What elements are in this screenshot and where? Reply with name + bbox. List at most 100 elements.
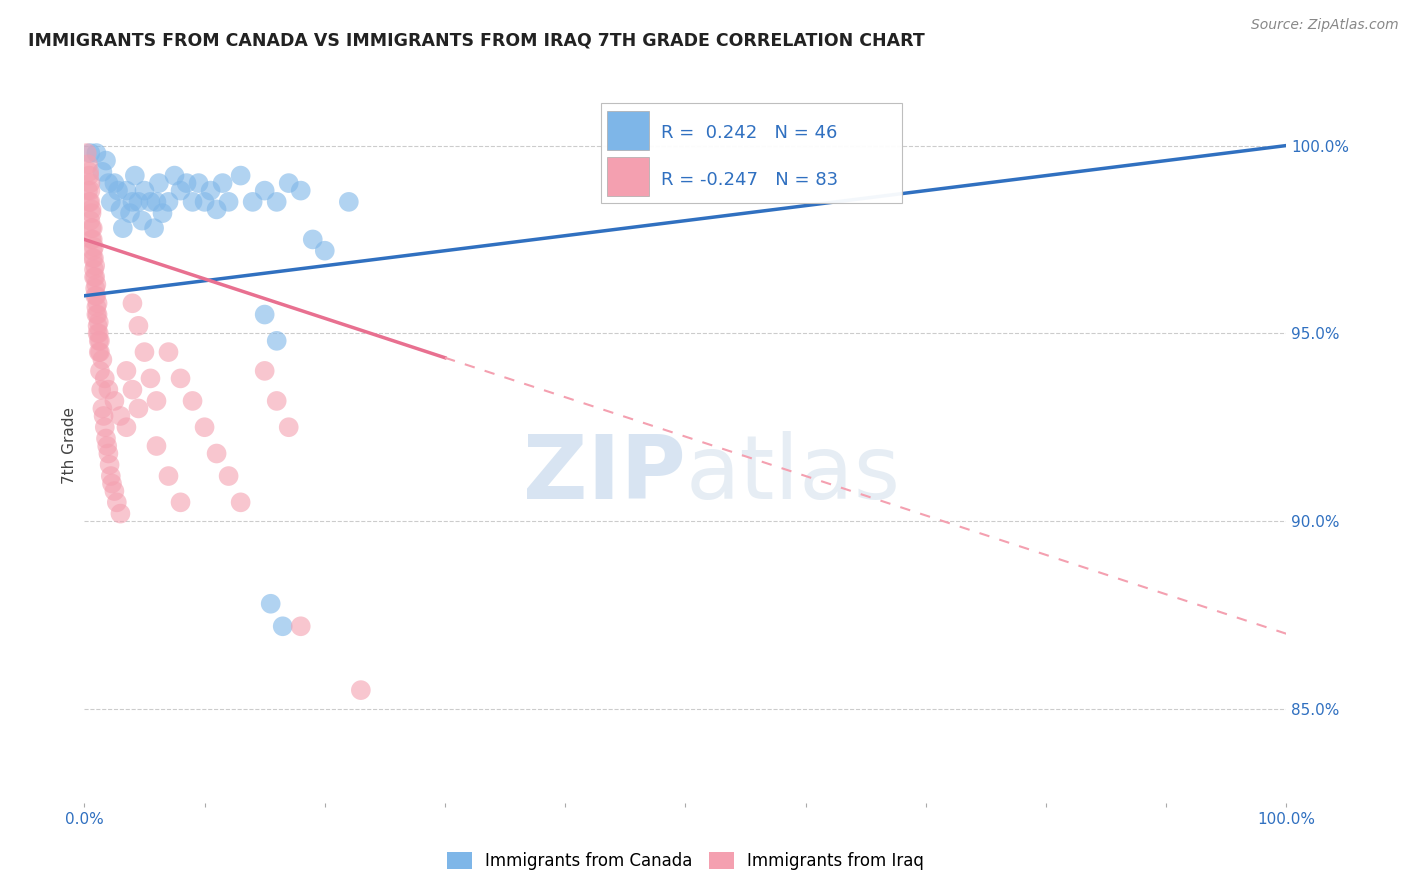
Point [77, 184, 100, 198]
Point [79, 194, 101, 209]
Point [87, 315, 110, 329]
Point [145, 393, 167, 408]
Point [97, 383, 120, 397]
Point [127, 318, 149, 333]
Text: atlas: atlas [686, 431, 901, 518]
Point [242, 194, 264, 209]
Point [84, 270, 107, 285]
Point [110, 507, 132, 521]
Point [77, 165, 100, 179]
Point [94, 371, 117, 385]
Point [253, 184, 276, 198]
Point [143, 221, 166, 235]
Text: Source: ZipAtlas.com: Source: ZipAtlas.com [1251, 18, 1399, 32]
Point [314, 244, 336, 258]
Point [145, 194, 167, 209]
Point [79, 184, 101, 198]
Point [96, 439, 118, 453]
Point [79, 176, 101, 190]
FancyBboxPatch shape [607, 157, 650, 196]
Point [94, 420, 117, 434]
Point [205, 446, 228, 460]
Point [87, 345, 110, 359]
Point [87, 326, 110, 341]
Point [79, 213, 101, 227]
Point [337, 194, 360, 209]
Point [169, 371, 191, 385]
Point [211, 176, 233, 190]
Point [103, 176, 125, 190]
Point [103, 393, 125, 408]
Point [277, 176, 299, 190]
Point [121, 383, 143, 397]
Point [266, 194, 288, 209]
Point [115, 364, 138, 378]
Point [80, 221, 103, 235]
FancyBboxPatch shape [607, 111, 650, 150]
Text: IMMIGRANTS FROM CANADA VS IMMIGRANTS FROM IRAQ 7TH GRADE CORRELATION CHART: IMMIGRANTS FROM CANADA VS IMMIGRANTS FRO… [28, 31, 925, 49]
Point [253, 364, 276, 378]
Point [86, 326, 108, 341]
Text: ZIP: ZIP [523, 431, 686, 518]
Point [266, 334, 288, 348]
Point [77, 157, 100, 171]
Point [110, 409, 132, 423]
Point [194, 194, 217, 209]
Point [89, 345, 111, 359]
Text: R =  0.242   N = 46: R = 0.242 N = 46 [661, 124, 838, 143]
Point [84, 289, 107, 303]
Point [139, 371, 162, 385]
Point [111, 221, 134, 235]
Point [277, 420, 299, 434]
Y-axis label: 7th Grade: 7th Grade [62, 408, 77, 484]
Text: R = -0.247   N = 83: R = -0.247 N = 83 [661, 170, 838, 189]
Point [80, 206, 103, 220]
Point [77, 194, 100, 209]
Point [79, 146, 101, 161]
Point [163, 169, 186, 183]
Point [97, 176, 120, 190]
Point [157, 469, 180, 483]
Point [86, 308, 108, 322]
Point [83, 240, 105, 254]
Point [110, 202, 132, 217]
Point [100, 469, 122, 483]
Point [229, 495, 252, 509]
Point [169, 495, 191, 509]
Point [253, 308, 276, 322]
Point [152, 206, 174, 220]
Point [97, 446, 120, 460]
Point [76, 146, 98, 161]
Point [121, 296, 143, 310]
Point [157, 345, 180, 359]
Point [86, 277, 108, 292]
Point [350, 683, 373, 698]
Point [134, 345, 156, 359]
Point [200, 184, 222, 198]
Point [86, 296, 108, 310]
Point [229, 169, 252, 183]
Point [82, 251, 104, 265]
Point [89, 364, 111, 378]
Point [82, 244, 104, 258]
Point [187, 176, 209, 190]
Point [105, 495, 128, 509]
Point [157, 194, 180, 209]
Point [77, 169, 100, 183]
Point [115, 184, 138, 198]
Point [98, 458, 121, 472]
Point [83, 270, 105, 285]
Point [84, 259, 107, 273]
Point [94, 432, 117, 446]
Point [84, 281, 107, 295]
Point [86, 300, 108, 314]
Point [87, 334, 110, 348]
Point [148, 176, 170, 190]
Point [181, 194, 204, 209]
Point [80, 202, 103, 217]
Point [83, 262, 105, 277]
Point [80, 232, 103, 246]
Point [91, 165, 114, 179]
Point [82, 232, 104, 246]
Point [290, 184, 312, 198]
